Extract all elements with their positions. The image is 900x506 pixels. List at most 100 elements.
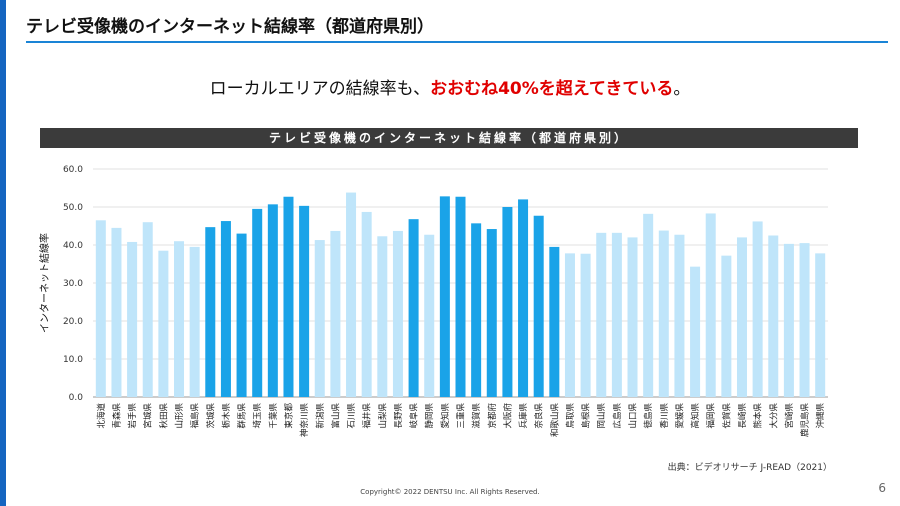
bar-大分県: [768, 235, 779, 397]
bar-福岡県: [705, 213, 716, 397]
bar-岩手県: [127, 241, 138, 397]
category-label: 愛媛県: [674, 403, 685, 429]
y-tick-label: 50.0: [63, 203, 83, 213]
category-label: 愛知県: [440, 403, 451, 429]
bar-島根県: [580, 253, 591, 397]
category-label: 岡山県: [596, 403, 607, 429]
bar-高知県: [690, 266, 701, 397]
category-label: 沖縄県: [815, 403, 826, 429]
bar-青森県: [111, 227, 122, 397]
y-tick-label: 20.0: [63, 317, 83, 327]
category-label: 兵庫県: [518, 403, 529, 429]
category-label: 宮城県: [143, 403, 154, 429]
bar-新潟県: [314, 240, 325, 397]
category-label: 北海道: [96, 403, 107, 429]
chart-title: テレビ受像機のインターネット結線率（都道府県別）: [40, 128, 858, 148]
bar-大阪府: [502, 207, 513, 397]
bar-神奈川県: [299, 205, 310, 397]
bar-宮城県: [142, 222, 153, 397]
category-label: 長野県: [394, 403, 404, 429]
category-label: 鹿児島県: [800, 403, 811, 438]
category-label: 島根県: [581, 403, 592, 429]
bar-佐賀県: [721, 255, 732, 397]
source-note: 出典：ビデオリサーチ J-READ（2021）: [667, 463, 832, 473]
bar-福島県: [189, 246, 200, 397]
bar-石川県: [346, 192, 357, 397]
bar-静岡県: [424, 234, 435, 397]
bar-茨城県: [205, 227, 216, 397]
y-axis-title: インターネット結線率: [38, 233, 51, 333]
left-accent-bar: [0, 0, 6, 506]
category-label: 富山県: [330, 403, 341, 429]
category-label: 千葉県: [268, 403, 279, 429]
bar-岐阜県: [408, 219, 419, 397]
category-label: 山梨県: [377, 403, 388, 429]
bar-秋田県: [158, 250, 169, 397]
category-label: 福島県: [190, 403, 201, 429]
bar-山形県: [174, 241, 185, 397]
bar-栃木県: [220, 221, 231, 397]
bar-福井県: [361, 211, 372, 397]
bar-徳島県: [643, 213, 654, 397]
category-label: 香川県: [659, 403, 670, 429]
category-label: 神奈川県: [299, 403, 310, 438]
category-label: 大阪府: [502, 403, 513, 429]
bar-愛知県: [439, 196, 450, 397]
copyright: Copyright© 2022 DENTSU Inc. All Rights R…: [360, 488, 540, 496]
page-number: 6: [878, 481, 886, 495]
category-label: 滋賀県: [471, 403, 482, 429]
category-label: 高知県: [690, 403, 701, 429]
category-label: 山形県: [174, 403, 185, 429]
bar-熊本県: [752, 221, 763, 397]
category-label: 岐阜県: [409, 403, 420, 429]
category-label: 山口県: [628, 403, 639, 429]
y-tick-label: 0.0: [69, 393, 84, 403]
bar-東京都: [283, 196, 294, 397]
lead-suffix: 。: [673, 79, 691, 99]
bar-京都府: [486, 229, 497, 397]
category-label: 静岡県: [424, 403, 435, 429]
y-tick-label: 30.0: [63, 279, 83, 289]
bar-愛媛県: [674, 234, 685, 397]
page-title: テレビ受像機のインターネット結線率（都道府県別）: [26, 17, 434, 37]
category-label: 佐賀県: [721, 403, 732, 429]
bar-岡山県: [596, 232, 607, 397]
category-label: 新潟県: [315, 403, 326, 429]
bar-三重県: [455, 196, 466, 397]
bar-chart: 0.0 10.0 20.0 30.0 40.0 50.0 60.0 インターネット結線率北海道…: [38, 165, 828, 438]
bar-兵庫県: [518, 199, 529, 397]
bar-群馬県: [236, 233, 247, 397]
category-label: 熊本県: [753, 403, 764, 429]
category-label: 石川県: [347, 403, 357, 429]
bar-北海道: [95, 220, 106, 397]
title-divider: [26, 41, 888, 43]
category-label: 和歌山県: [549, 403, 560, 438]
category-label: 奈良県: [534, 403, 545, 429]
category-label: 三重県: [456, 403, 467, 429]
bar-富山県: [330, 230, 341, 397]
bar-奈良県: [533, 215, 544, 397]
category-label: 長崎県: [737, 403, 748, 429]
bar-香川県: [658, 230, 669, 397]
bar-鹿児島県: [799, 243, 810, 397]
bar-山口県: [627, 237, 638, 397]
category-label: 秋田県: [158, 403, 169, 429]
category-label: 栃木県: [221, 403, 232, 429]
bar-和歌山県: [549, 246, 560, 397]
category-label: 茨城県: [205, 403, 216, 429]
y-tick-label: 60.0: [63, 165, 83, 175]
bar-埼玉県: [252, 208, 263, 397]
lead-highlight: おおむね40%を超えてきている: [430, 79, 674, 99]
bar-滋賀県: [471, 223, 482, 397]
bar-千葉県: [267, 204, 278, 397]
category-label: 宮崎県: [784, 403, 795, 429]
category-label: 群馬県: [237, 403, 248, 429]
category-label: 福岡県: [706, 403, 717, 429]
y-tick-label: 10.0: [63, 355, 83, 365]
bar-宮崎県: [783, 243, 794, 397]
lead-message: ローカルエリアの結線率も、おおむね40%を超えてきている。: [0, 74, 900, 99]
bar-長崎県: [736, 237, 747, 397]
category-label: 青森県: [111, 403, 122, 429]
category-label: 大分県: [768, 403, 779, 429]
lead-text: ローカルエリアの結線率も、: [209, 79, 431, 99]
